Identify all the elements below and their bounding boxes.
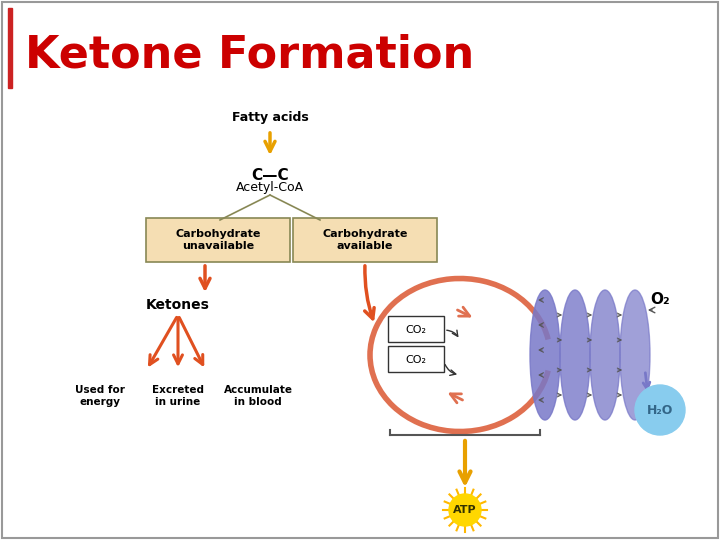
Text: ATP: ATP	[453, 505, 477, 515]
Circle shape	[635, 385, 685, 435]
Ellipse shape	[530, 290, 560, 420]
FancyBboxPatch shape	[388, 346, 444, 372]
Ellipse shape	[620, 290, 650, 420]
Text: Used for
energy: Used for energy	[75, 385, 125, 407]
Ellipse shape	[560, 290, 590, 420]
Text: Ketones: Ketones	[146, 298, 210, 312]
FancyBboxPatch shape	[388, 316, 444, 342]
Text: C—C: C—C	[251, 167, 289, 183]
Circle shape	[449, 494, 481, 526]
Text: CO₂: CO₂	[405, 325, 426, 335]
Text: O₂: O₂	[650, 293, 670, 307]
Text: Accumulate
in blood: Accumulate in blood	[223, 385, 292, 407]
Ellipse shape	[590, 290, 620, 420]
FancyBboxPatch shape	[146, 218, 290, 262]
Text: CO₂: CO₂	[405, 355, 426, 365]
Text: Carbohydrate
available: Carbohydrate available	[323, 229, 408, 251]
Text: Fatty acids: Fatty acids	[232, 111, 308, 125]
Text: Acetyl-CoA: Acetyl-CoA	[236, 181, 304, 194]
Text: Carbohydrate
unavailable: Carbohydrate unavailable	[175, 229, 261, 251]
Text: Ketone Formation: Ketone Formation	[25, 33, 474, 77]
FancyBboxPatch shape	[293, 218, 437, 262]
Text: H₂O: H₂O	[647, 403, 673, 416]
Text: Excreted
in urine: Excreted in urine	[152, 385, 204, 407]
Bar	[8, 8, 12, 88]
